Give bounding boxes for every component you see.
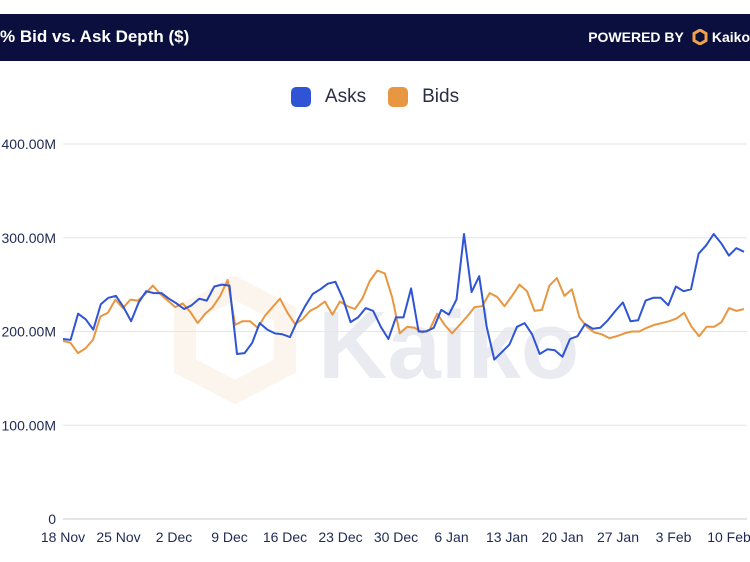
kaiko-logo-icon bbox=[692, 29, 708, 45]
x-tick-label: 20 Jan bbox=[541, 529, 583, 545]
x-tick-label: 18 Nov bbox=[41, 529, 85, 545]
x-tick-label: 27 Jan bbox=[597, 529, 639, 545]
chart-title: % Bid vs. Ask Depth ($) bbox=[0, 27, 190, 46]
x-tick-label: 3 Feb bbox=[656, 529, 692, 545]
powered-by: POWERED BY Kaiko bbox=[588, 29, 750, 45]
x-tick-label: 10 Feb bbox=[707, 529, 750, 545]
x-tick-label: 16 Dec bbox=[263, 529, 307, 545]
legend-label-asks: Asks bbox=[324, 86, 367, 107]
x-tick-label: 9 Dec bbox=[211, 529, 248, 545]
legend-label-bids: Bids bbox=[422, 86, 460, 107]
legend-swatch-asks bbox=[290, 87, 311, 107]
y-tick-label: 0 bbox=[48, 511, 56, 527]
y-tick-label: 200.00M bbox=[2, 324, 56, 340]
legend-swatch-bids bbox=[388, 87, 409, 107]
chart-legend: Asks Bids bbox=[0, 86, 750, 108]
y-tick-label: 400.00M bbox=[2, 136, 56, 152]
legend-item-asks[interactable]: Asks bbox=[290, 86, 367, 108]
y-tick-label: 300.00M bbox=[2, 230, 56, 246]
powered-by-label: POWERED BY bbox=[588, 29, 684, 45]
x-tick-label: 25 Nov bbox=[96, 529, 140, 545]
x-tick-label: 13 Jan bbox=[486, 529, 528, 545]
y-tick-label: 100.00M bbox=[2, 417, 56, 433]
chart-header: % Bid vs. Ask Depth ($) POWERED BY Kaiko bbox=[0, 14, 750, 61]
x-tick-label: 6 Jan bbox=[434, 529, 468, 545]
x-tick-label: 2 Dec bbox=[156, 529, 193, 545]
series-line-bids bbox=[62, 269, 745, 355]
series-line-asks bbox=[62, 233, 745, 361]
watermark-text: Kaiko bbox=[318, 292, 579, 399]
x-tick-label: 23 Dec bbox=[318, 529, 362, 545]
x-tick-label: 30 Dec bbox=[374, 529, 418, 545]
brand-name: Kaiko bbox=[711, 29, 750, 45]
legend-item-bids[interactable]: Bids bbox=[388, 86, 459, 108]
kaiko-watermark: Kaiko bbox=[174, 275, 579, 405]
